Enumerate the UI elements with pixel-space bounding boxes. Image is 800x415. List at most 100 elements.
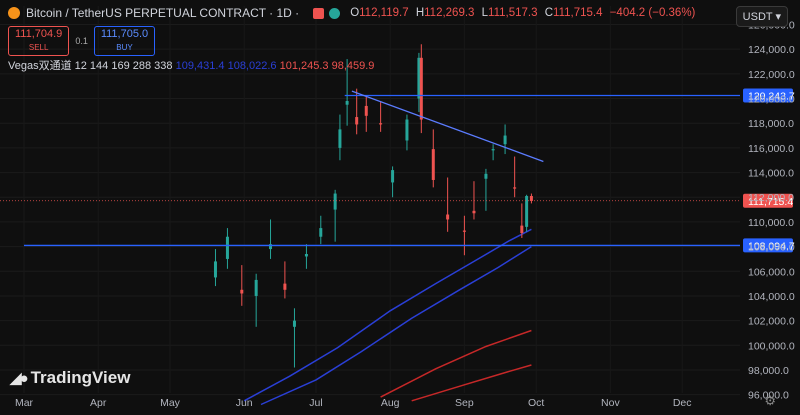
candle-body[interactable]: [462, 230, 466, 232]
y-tick-label: 124,000.0: [748, 44, 795, 56]
symbol-title[interactable]: Bitcoin / TetherUS PERPETUAL CONTRACT · …: [26, 6, 300, 20]
y-tick-label: 100,000.0: [748, 340, 795, 352]
change-value: −404.2 (−0.36%): [609, 7, 696, 19]
alert-icon[interactable]: [313, 7, 325, 19]
x-tick-label: Nov: [601, 397, 620, 409]
candle-body[interactable]: [240, 289, 244, 294]
gear-icon[interactable]: ⚙: [764, 393, 776, 408]
x-tick-label: May: [160, 397, 181, 409]
level-price-label: 120,243.7: [748, 91, 795, 103]
low-key: L: [481, 7, 489, 19]
candle-body[interactable]: [338, 129, 342, 148]
trade-panel: 111,704.9 SELL 0.1 111,705.0 BUY: [8, 26, 156, 56]
grid: [0, 6, 740, 396]
y-tick-label: 98,000.0: [748, 365, 789, 377]
candle-body[interactable]: [491, 149, 495, 151]
level-price-label: 108,094.7: [748, 240, 795, 252]
logo-text: TradingView: [30, 368, 131, 387]
y-tick-label: 110,000.0: [748, 217, 794, 229]
candle-body[interactable]: [446, 214, 450, 220]
indicator-name: Vegas双通道 12 144 169 288 338: [8, 60, 173, 72]
tradingview-logo-icon: ◢●: [10, 370, 29, 387]
candle-body[interactable]: [225, 236, 229, 259]
y-tick-label: 108,000.0: [748, 242, 795, 254]
trendline[interactable]: [351, 90, 544, 163]
sell-price: 111,704.9: [15, 28, 63, 40]
ema-red-line: [411, 364, 532, 402]
candle-body[interactable]: [269, 244, 273, 250]
y-tick-label: 120,000.0: [748, 94, 795, 106]
candle-body[interactable]: [484, 173, 488, 179]
level-price-tag: [743, 88, 793, 103]
close-key: C: [544, 7, 554, 19]
candle-body[interactable]: [431, 149, 435, 180]
vegas-channel-lines: [243, 228, 532, 406]
candle-body[interactable]: [304, 254, 308, 257]
candle-body[interactable]: [364, 105, 368, 116]
chart-header: Bitcoin / TetherUS PERPETUAL CONTRACT · …: [8, 6, 699, 20]
market-open-icon[interactable]: [329, 7, 341, 19]
ema-blue-line: [260, 245, 532, 406]
indicator-value-4: 98,459.9: [331, 60, 375, 72]
buy-label: BUY: [116, 43, 133, 52]
x-tick-label: Aug: [381, 397, 400, 409]
tradingview-logo: ◢● TradingView: [10, 368, 130, 388]
open-value: 112,119.7: [359, 7, 409, 19]
y-tick-label: 116,000.0: [748, 143, 794, 155]
x-tick-label: Oct: [528, 397, 544, 409]
last-price-tag: [743, 193, 793, 208]
indicator-value-3: 101,245.3: [279, 60, 329, 72]
sell-button[interactable]: 111,704.9 SELL: [8, 26, 70, 56]
y-tick-label: 106,000.0: [748, 266, 795, 278]
low-value: 111,517.3: [488, 7, 538, 19]
candle-body[interactable]: [355, 117, 359, 125]
candle-body[interactable]: [213, 261, 217, 278]
time-axis[interactable]: Mar Apr May Jun Jul Aug Sep Oct Nov Dec: [15, 397, 692, 409]
high-key: H: [415, 7, 425, 19]
candle-body[interactable]: [520, 225, 524, 234]
x-tick-label: Dec: [673, 397, 692, 409]
y-tick-label: 122,000.0: [748, 69, 795, 81]
buy-button[interactable]: 111,705.0 BUY: [93, 26, 156, 56]
bitcoin-icon: [8, 7, 20, 19]
candle-body[interactable]: [292, 320, 296, 327]
high-value: 112,269.3: [424, 7, 475, 19]
indicator-value-1: 109,431.4: [175, 60, 225, 72]
level-price-tag: [743, 238, 793, 253]
y-tick-label: 96,000.0: [748, 390, 789, 402]
candle-body[interactable]: [254, 279, 258, 296]
candle-body[interactable]: [405, 119, 409, 141]
sell-label: SELL: [28, 43, 49, 52]
y-tick-label: 118,000.0: [748, 118, 794, 130]
x-tick-label: Jul: [309, 397, 322, 409]
ema-red-line: [380, 329, 532, 398]
currency-label: USDT: [742, 11, 773, 23]
x-tick-label: Sep: [455, 397, 474, 409]
candle-body[interactable]: [333, 193, 337, 210]
candle-body[interactable]: [525, 196, 529, 227]
candle-body[interactable]: [529, 196, 533, 201]
candle-body[interactable]: [472, 210, 476, 214]
buy-price: 111,705.0: [100, 28, 149, 40]
candle-body[interactable]: [391, 170, 395, 183]
last-price-label: 111,715.4: [748, 196, 793, 208]
candlesticks[interactable]: [213, 44, 533, 368]
candle-body[interactable]: [417, 57, 421, 99]
candle-body[interactable]: [503, 135, 507, 145]
indicator-legend[interactable]: Vegas双通道 12 144 169 288 338 109,431.4 10…: [8, 57, 374, 73]
candle-body[interactable]: [319, 228, 323, 237]
candle-body[interactable]: [283, 283, 287, 290]
ema-blue-line: [243, 228, 532, 402]
drawing-overlays[interactable]: 120,243.7 108,094.7 111,715.4: [0, 88, 795, 253]
currency-select[interactable]: USDT ▾: [735, 6, 788, 27]
candle-body[interactable]: [419, 57, 423, 120]
candle-body[interactable]: [345, 101, 349, 105]
x-tick-label: Apr: [90, 397, 107, 409]
candle-body[interactable]: [379, 123, 383, 125]
ohlc-readout: O112,119.7 H112,269.3 L111,517.3 C111,71…: [350, 7, 699, 19]
y-tick-label: 112,000.0: [748, 192, 794, 204]
x-tick-label: Mar: [15, 397, 34, 409]
candle-body[interactable]: [513, 187, 517, 189]
